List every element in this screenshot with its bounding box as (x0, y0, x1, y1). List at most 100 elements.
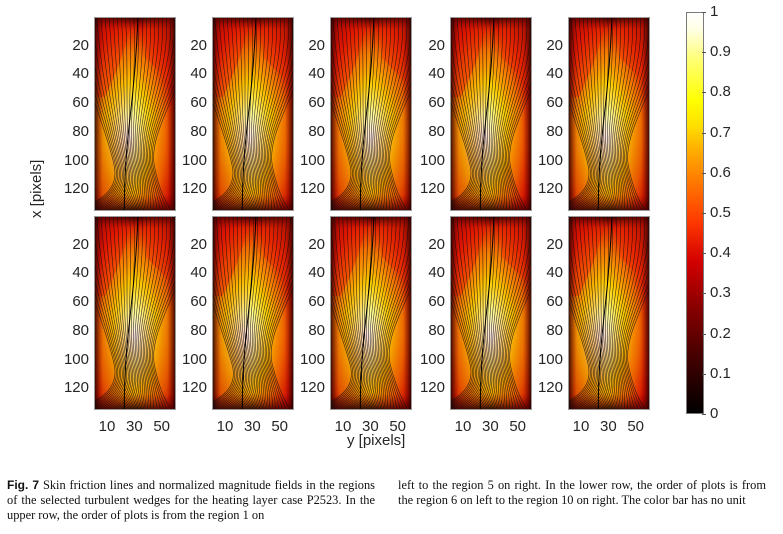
colorbar-tick-label: 0.4 (710, 244, 731, 262)
skin-friction-line (213, 102, 234, 203)
x-tick-label: 10 (454, 418, 472, 435)
x-tick-label: 10 (334, 418, 352, 435)
skin-friction-line (331, 217, 361, 409)
skin-friction-line (135, 217, 151, 409)
skin-friction-line (228, 18, 250, 210)
skin-friction-line (581, 217, 605, 409)
heatmap-panel-region-9 (450, 216, 532, 410)
y-tick-label: 120 (419, 379, 445, 397)
skin-friction-line (107, 18, 131, 210)
skin-friction-line (389, 89, 411, 210)
skin-friction-line (100, 217, 128, 409)
skin-friction-line (331, 64, 356, 207)
skin-friction-line (347, 217, 369, 409)
y-tick-label: 60 (72, 293, 89, 311)
skin-friction-line (271, 89, 293, 210)
skin-friction-line (259, 18, 277, 210)
y-tick-label: 120 (537, 379, 563, 397)
colorbar-tick-label: 0.5 (710, 204, 731, 221)
y-tick-label: 40 (546, 264, 563, 282)
skin-friction-line (368, 217, 385, 409)
skin-friction-line (495, 217, 511, 409)
skin-friction-line (260, 217, 283, 409)
skin-friction-line (624, 270, 649, 409)
skin-friction-line (384, 258, 411, 409)
skin-friction-line (371, 217, 389, 409)
skin-friction-line (139, 217, 155, 409)
skin-friction-line (141, 18, 159, 210)
skin-friction-line (331, 81, 355, 205)
y-tick-label: 60 (308, 94, 325, 112)
skin-friction-line (451, 217, 481, 409)
skin-friction-line (215, 18, 244, 210)
skin-friction-line (618, 18, 642, 210)
skin-friction-line (229, 217, 251, 409)
skin-friction-line (225, 217, 249, 409)
skin-friction-line (144, 18, 168, 210)
skin-friction-line (264, 236, 293, 409)
skin-friction-line (466, 217, 488, 409)
skin-friction-line (331, 102, 352, 203)
skin-friction-line (257, 18, 273, 210)
colorbar-tick (702, 373, 706, 375)
skin-friction-line (213, 220, 240, 407)
skin-friction-line (243, 217, 258, 409)
skin-friction-line (379, 217, 405, 409)
skin-friction-line (609, 217, 625, 409)
heatmap-panel-region-6 (94, 216, 176, 410)
skin-friction-line (142, 18, 163, 210)
skin-friction-line (624, 71, 649, 210)
skin-friction-line (484, 18, 499, 210)
y-tick-label: 60 (546, 293, 563, 311)
heatmap-panel-region-1 (94, 17, 176, 211)
skin-friction-line (378, 217, 401, 409)
skin-friction-line (451, 291, 473, 403)
y-tick-label: 100 (63, 151, 89, 169)
skin-friction-line (569, 237, 596, 407)
x-tick-label: 50 (153, 418, 171, 435)
skin-friction-line (269, 81, 293, 210)
skin-friction-line (213, 281, 237, 405)
heatmap-panel-region-4 (450, 17, 532, 211)
skin-friction-line (95, 38, 122, 208)
skin-friction-line (569, 263, 594, 406)
skin-friction-line (569, 92, 591, 204)
skin-friction-line (484, 217, 499, 409)
y-tick-label: 20 (308, 36, 325, 54)
skin-friction-line (262, 18, 286, 210)
skin-friction-line (153, 89, 175, 210)
skin-friction-line (506, 71, 531, 210)
skin-friction-line (569, 280, 593, 404)
skin-friction-line (148, 256, 175, 409)
skin-friction-line (266, 258, 293, 409)
skin-friction-line (491, 18, 507, 210)
y-tick-label: 120 (299, 180, 325, 198)
skin-friction-line (509, 89, 531, 210)
skin-friction-line (331, 18, 359, 209)
skin-friction-line (451, 263, 476, 406)
heatmap-panel-region-7 (212, 216, 294, 410)
skin-friction-line (270, 287, 293, 409)
skin-friction-line (488, 18, 503, 210)
skin-friction-line (95, 81, 119, 205)
x-tick-label: 30 (600, 418, 617, 435)
skin-friction-line (456, 18, 484, 210)
y-tick-label: 60 (428, 293, 445, 311)
skin-friction-line (451, 38, 478, 208)
skin-friction-line (95, 64, 120, 207)
skin-friction-line (615, 217, 633, 409)
caption-text-right: left to the region 5 on right. In the lo… (398, 478, 766, 507)
skin-friction-line (263, 217, 291, 409)
x-axis-label: y [pixels] (347, 432, 406, 449)
y-tick-label: 100 (419, 350, 445, 368)
skin-friction-line (599, 217, 613, 409)
y-tick-label: 80 (72, 122, 89, 140)
skin-friction-line (128, 217, 143, 409)
skin-friction-line (456, 217, 484, 409)
colorbar-tick (702, 52, 706, 54)
skin-friction-line (145, 217, 172, 409)
skin-friction-line (378, 18, 399, 210)
y-tick-label: 40 (428, 264, 445, 282)
figure-number: Fig. 7 (7, 478, 40, 492)
skin-friction-line (125, 18, 139, 210)
